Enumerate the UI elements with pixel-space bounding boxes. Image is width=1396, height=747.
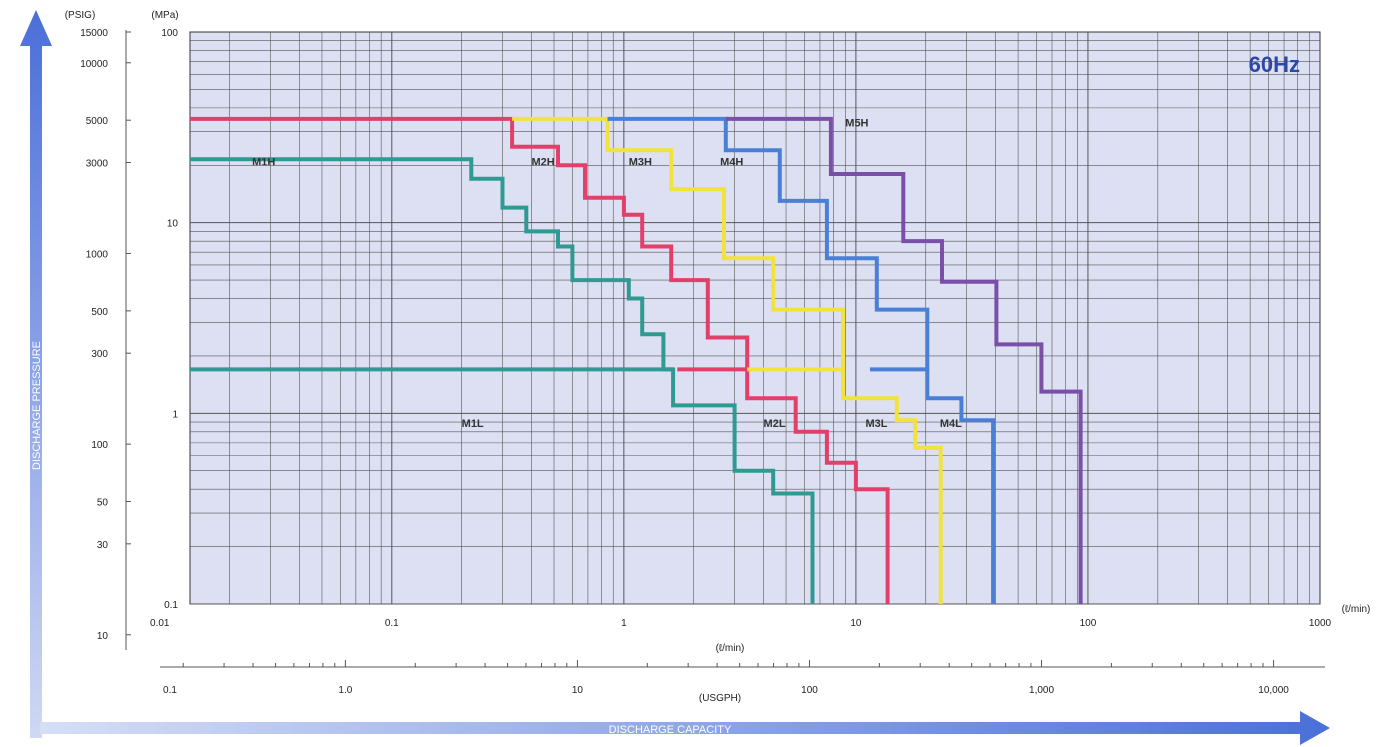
x-usgph-tick: 10 xyxy=(572,685,584,696)
series-layer xyxy=(190,116,1083,604)
y-psig-tick: 15000 xyxy=(80,28,108,39)
series-label-m4l: M4L xyxy=(940,418,962,430)
series-m2l-line xyxy=(745,369,890,604)
x-lmin-tick: 0.1 xyxy=(385,618,399,629)
y-mpa-tick: 0.1 xyxy=(164,600,178,611)
series-label-m3l: M3L xyxy=(866,418,888,430)
y-psig-unit: (PSIG) xyxy=(65,10,96,21)
x-usgph-unit: (USGPH) xyxy=(699,693,741,704)
x-usgph-tick: 1,000 xyxy=(1029,685,1054,696)
x-lmin-tick: 0.01 xyxy=(150,618,170,629)
x-lmin-tick: 1000 xyxy=(1309,618,1332,629)
series-m3l-line xyxy=(841,369,943,604)
y-psig-tick: 10000 xyxy=(80,59,108,70)
frequency-badge: 60Hz xyxy=(1249,52,1300,77)
y-psig-tick: 5000 xyxy=(86,116,109,127)
series-label-m1l: M1L xyxy=(462,418,484,430)
x-axis-arrow xyxy=(40,711,1330,745)
x-lmin-tick: 1 xyxy=(621,618,627,629)
x-lmin-tick: 10 xyxy=(850,618,862,629)
y-psig-tick: 500 xyxy=(91,307,108,318)
x-usgph-tick: 10,000 xyxy=(1258,685,1289,696)
y-psig-tick: 3000 xyxy=(86,159,109,170)
series-label-m2l: M2L xyxy=(764,418,786,430)
grid xyxy=(190,32,1320,605)
x-lmin-unit: (ℓ/min) xyxy=(716,643,745,654)
x-usgph-tick: 100 xyxy=(801,685,818,696)
series-label-m5h: M5H xyxy=(845,117,868,129)
x-usgph-tick: 0.1 xyxy=(163,685,177,696)
series-m4l-line xyxy=(925,369,996,604)
series-label-m2h: M2H xyxy=(532,156,555,168)
series-m1l-line xyxy=(190,367,815,604)
y-mpa-unit: (MPa) xyxy=(151,10,178,21)
series-m3h-line xyxy=(512,116,845,372)
y-psig-tick: 300 xyxy=(91,349,108,360)
y-psig-tick: 1000 xyxy=(86,249,109,260)
x-lmin-tick: 100 xyxy=(1080,618,1097,629)
y-axis-arrow xyxy=(20,10,52,738)
y-axis-title: DISCHARGE PRESSURE xyxy=(31,341,43,470)
x-lmin-unit-right: (ℓ/min) xyxy=(1342,604,1371,615)
y-psig-tick: 10 xyxy=(97,631,109,642)
ticks-layer: 1001010.11500010000500030001000500300100… xyxy=(80,28,1331,696)
series-labels: M1H M1L M2H M2L M3H M3L M4H M4L M5H xyxy=(252,117,962,429)
x-axis-title: DISCHARGE CAPACITY xyxy=(609,724,732,736)
y-psig-tick: 30 xyxy=(97,540,109,551)
plot-area xyxy=(189,31,1321,605)
series-m5h-line xyxy=(725,116,1083,604)
y-psig-tick: 50 xyxy=(97,498,109,509)
series-label-m4h: M4H xyxy=(720,156,743,168)
x-usgph-tick: 1.0 xyxy=(338,685,352,696)
y-mpa-tick: 1 xyxy=(172,409,178,420)
y-mpa-tick: 100 xyxy=(161,28,178,39)
series-m4h-line xyxy=(607,116,930,372)
series-m1h-line xyxy=(190,157,674,372)
series-m2h-line xyxy=(190,116,750,372)
y-psig-tick: 100 xyxy=(91,440,108,451)
series-label-m3h: M3H xyxy=(629,156,652,168)
y-mpa-tick: 10 xyxy=(167,219,179,230)
series-label-m1h: M1H xyxy=(252,156,275,168)
